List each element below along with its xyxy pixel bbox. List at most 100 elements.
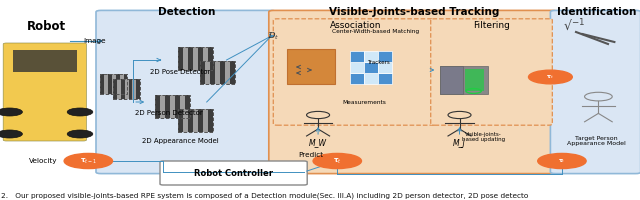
Bar	[121, 79, 125, 99]
FancyBboxPatch shape	[273, 19, 435, 125]
Circle shape	[313, 153, 362, 169]
Bar	[364, 73, 378, 84]
FancyBboxPatch shape	[96, 10, 276, 174]
Text: Robot: Robot	[26, 20, 66, 33]
Bar	[113, 79, 117, 99]
Bar	[108, 74, 112, 94]
Bar	[230, 60, 236, 84]
Text: Predict: Predict	[298, 152, 324, 158]
Bar	[193, 108, 198, 132]
Bar	[100, 74, 104, 94]
Bar	[177, 108, 182, 132]
Bar	[364, 62, 378, 73]
Bar	[188, 46, 193, 70]
Bar	[160, 95, 165, 117]
Text: $\mathcal{D}_t$: $\mathcal{D}_t$	[267, 30, 278, 42]
Bar	[13, 50, 77, 72]
Bar	[100, 74, 127, 94]
Bar	[203, 46, 208, 70]
Bar	[203, 108, 208, 132]
Bar	[165, 95, 170, 117]
Bar	[200, 60, 236, 84]
Bar	[177, 46, 212, 70]
Text: τ$_{t-1}$: τ$_{t-1}$	[80, 156, 97, 166]
Bar	[117, 79, 121, 99]
Text: M_j: M_j	[453, 138, 466, 148]
FancyBboxPatch shape	[160, 161, 307, 185]
Bar	[378, 73, 392, 84]
Bar	[170, 95, 175, 117]
Bar	[208, 108, 212, 132]
Bar	[378, 51, 392, 62]
Text: Identification: Identification	[557, 7, 636, 17]
Text: Target Person
Appearance Model: Target Person Appearance Model	[567, 136, 626, 146]
Bar	[113, 79, 140, 99]
Circle shape	[0, 108, 22, 116]
Bar	[225, 60, 230, 84]
Text: Visible-joints-
based updating: Visible-joints- based updating	[461, 132, 505, 142]
Bar	[220, 60, 225, 84]
Circle shape	[64, 153, 113, 169]
Bar	[350, 73, 364, 84]
Bar	[156, 95, 160, 117]
Text: 2.   Our proposed visible-joints-based RPE system is composed of a Detection mod: 2. Our proposed visible-joints-based RPE…	[1, 192, 529, 199]
FancyBboxPatch shape	[550, 10, 640, 174]
Bar	[198, 46, 203, 70]
Text: τ$_{t}$: τ$_{t}$	[558, 157, 566, 165]
Bar	[188, 108, 193, 132]
Bar	[177, 46, 182, 70]
Bar	[205, 60, 210, 84]
Circle shape	[538, 153, 586, 169]
Bar	[465, 69, 484, 91]
Bar	[124, 74, 127, 94]
Text: 2D Pose Detector: 2D Pose Detector	[150, 69, 211, 75]
Text: Robot Controller: Robot Controller	[194, 168, 273, 178]
Bar	[136, 79, 140, 99]
Text: Detection: Detection	[158, 7, 216, 17]
Text: Center-Width-based Matching: Center-Width-based Matching	[332, 29, 419, 34]
Text: τ$_{t}$: τ$_{t}$	[547, 73, 554, 81]
Bar	[182, 108, 188, 132]
Bar	[100, 74, 127, 94]
Circle shape	[0, 130, 22, 138]
Bar	[156, 95, 191, 117]
Bar	[210, 60, 215, 84]
Bar	[193, 46, 198, 70]
Text: Trackers: Trackers	[367, 60, 390, 64]
Bar	[180, 95, 186, 117]
Bar	[440, 66, 488, 94]
Bar	[350, 51, 364, 62]
Text: Measurements: Measurements	[343, 99, 387, 104]
Bar	[177, 46, 212, 70]
Circle shape	[67, 130, 93, 138]
FancyBboxPatch shape	[431, 19, 552, 125]
Text: τ$_{t}$: τ$_{t}$	[333, 156, 342, 166]
Bar	[120, 74, 124, 94]
Bar	[182, 46, 188, 70]
Bar	[116, 74, 120, 94]
Text: Velocity: Velocity	[29, 158, 58, 164]
Text: Filtering: Filtering	[473, 21, 510, 29]
Bar	[177, 108, 212, 132]
Bar	[364, 51, 378, 62]
Bar	[156, 95, 191, 117]
Bar	[208, 46, 212, 70]
Text: Visible-Joints-based Tracking: Visible-Joints-based Tracking	[329, 7, 499, 17]
FancyBboxPatch shape	[269, 10, 557, 174]
Bar	[113, 79, 140, 99]
Bar	[200, 60, 236, 84]
FancyBboxPatch shape	[3, 43, 86, 141]
Bar	[177, 108, 212, 132]
Bar	[440, 66, 463, 94]
Bar	[287, 49, 335, 84]
Bar	[350, 62, 364, 73]
Circle shape	[529, 70, 572, 84]
Bar	[215, 60, 220, 84]
Text: √$^{-1}$: √$^{-1}$	[563, 18, 585, 34]
Text: M_W: M_W	[309, 138, 327, 148]
Bar	[200, 60, 205, 84]
Bar	[132, 79, 136, 99]
Bar	[129, 79, 132, 99]
Circle shape	[67, 108, 93, 116]
Bar	[186, 95, 191, 117]
